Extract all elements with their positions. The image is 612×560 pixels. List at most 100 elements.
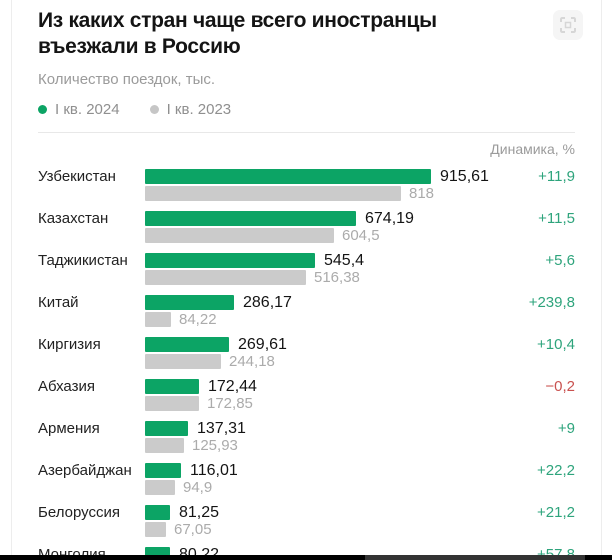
country-label: Таджикистан (38, 252, 128, 269)
bar-line-2023: 604,5 (145, 227, 575, 244)
country-label: Азербайджан (38, 462, 132, 479)
value-label-2023: 125,93 (192, 437, 238, 454)
value-label-2023: 94,9 (183, 479, 213, 496)
legend-item-2024: I кв. 2024 (38, 101, 120, 118)
value-label-2024: 286,17 (243, 293, 292, 311)
bar-group: 545,4 516,38 (145, 251, 575, 295)
chart-row: Азербайджан 116,01 94,9 +22,2 (38, 461, 575, 505)
country-label: Узбекистан (38, 168, 116, 185)
value-label-2023: 172,85 (207, 395, 253, 412)
divider (38, 132, 575, 133)
value-label-2023: 244,18 (229, 353, 275, 370)
chart-row: Абхазия 172,44 172,85 −0,2 (38, 377, 575, 421)
chart-row: Казахстан 674,19 604,5 +11,5 (38, 210, 575, 253)
header: Из каких стран чаще всего иностранцы въе… (38, 8, 583, 60)
bar-2024 (145, 169, 431, 184)
bar-line-2024: 286,17 (145, 293, 575, 311)
left-card-border (11, 0, 12, 560)
chart-row: Армения 137,31 125,93 +9 (38, 419, 575, 463)
dynamics-value: +9 (557, 420, 575, 437)
bar-2023 (145, 354, 221, 369)
value-label-2023: 818 (409, 185, 435, 202)
bar-chart: Узбекистан 915,61 818 +11,9 Казахстан 67… (38, 167, 575, 560)
bar-group: 81,25 67,05 (145, 503, 575, 547)
value-label-2024: 116,01 (190, 461, 238, 479)
bar-group: 172,44 172,85 (145, 377, 575, 421)
bar-line-2024: 674,19 (145, 210, 575, 227)
legend-label-2023: I кв. 2023 (166, 101, 232, 118)
fullscreen-expand-button[interactable] (553, 10, 583, 40)
dynamics-value: +21,2 (537, 504, 575, 521)
bar-2023 (145, 312, 171, 327)
legend: I кв. 2024 I кв. 2023 (38, 101, 575, 118)
bar-2024 (145, 337, 229, 352)
bar-line-2023: 516,38 (145, 269, 575, 286)
bar-line-2024: 116,01 (145, 461, 575, 479)
chart-row: Киргизия 269,61 244,18 +10,4 (38, 336, 575, 379)
bar-line-2023: 94,9 (145, 479, 575, 496)
bar-line-2024: 137,31 (145, 419, 575, 437)
bar-line-2024: 915,61 (145, 167, 575, 185)
bar-group: 137,31 125,93 (145, 419, 575, 463)
bar-2023 (145, 270, 306, 285)
dynamics-value: +11,5 (538, 210, 575, 227)
bar-2023 (145, 522, 166, 537)
dynamics-value: −0,2 (545, 378, 575, 395)
bar-2023 (145, 396, 199, 411)
bar-line-2024: 172,44 (145, 377, 575, 395)
bar-line-2023: 818 (145, 185, 575, 202)
legend-dot-2023-icon (149, 105, 159, 114)
value-label-2023: 604,5 (342, 227, 380, 244)
value-label-2024: 545,4 (324, 251, 365, 269)
dynamics-value: +5,6 (545, 252, 575, 269)
chart-row: Таджикистан 545,4 516,38 +5,6 (38, 251, 575, 295)
bar-line-2024: 81,25 (145, 503, 575, 521)
value-label-2024: 915,61 (440, 167, 489, 185)
value-label-2024: 81,25 (179, 503, 220, 521)
bar-group: 116,01 94,9 (145, 461, 575, 505)
legend-label-2024: I кв. 2024 (55, 101, 120, 118)
chart-row: Белоруссия 81,25 67,05 +21,2 (38, 503, 575, 547)
bar-2023 (145, 480, 175, 495)
bar-line-2024: 545,4 (145, 251, 575, 269)
bar-line-2024: 269,61 (145, 336, 575, 353)
bar-group: 915,61 818 (145, 167, 575, 211)
country-label: Китай (38, 294, 79, 311)
bar-line-2023: 244,18 (145, 353, 575, 370)
bottom-cutoff-bar (0, 555, 612, 560)
chart-row: Узбекистан 915,61 818 +11,9 (38, 167, 575, 211)
dynamics-value: +10,4 (537, 336, 575, 353)
legend-dot-2024-icon (38, 105, 47, 114)
page-title: Из каких стран чаще всего иностранцы въе… (38, 8, 437, 60)
bottom-cutoff-bar-segment (365, 555, 585, 560)
legend-item-2023: I кв. 2023 (149, 101, 232, 118)
country-label: Абхазия (38, 378, 95, 395)
bar-group: 286,17 84,22 (145, 293, 575, 337)
fullscreen-expand-icon (560, 17, 576, 33)
value-label-2023: 516,38 (314, 269, 360, 286)
value-label-2024: 137,31 (197, 419, 246, 437)
country-label: Казахстан (38, 210, 109, 227)
value-label-2024: 172,44 (208, 377, 257, 395)
bar-line-2023: 125,93 (145, 437, 575, 454)
title-line-2: въезжали в Россию (38, 35, 241, 58)
right-card-border (601, 0, 602, 560)
chart-row: Китай 286,17 84,22 +239,8 (38, 293, 575, 337)
title-line-1: Из каких стран чаще всего иностранцы (38, 9, 437, 32)
bar-2024 (145, 379, 199, 394)
bar-2024 (145, 295, 234, 310)
dynamics-value: +11,9 (538, 168, 575, 185)
value-label-2023: 84,22 (179, 311, 217, 328)
chart-subtitle: Количество поездок, тыс. (38, 71, 216, 88)
dynamics-column-header: Динамика, % (490, 141, 575, 157)
bar-2024 (145, 421, 188, 436)
bar-2023 (145, 438, 184, 453)
country-label: Киргизия (38, 336, 101, 353)
bar-group: 269,61 244,18 (145, 336, 575, 379)
bar-2024 (145, 253, 315, 268)
dynamics-value: +239,8 (528, 294, 575, 311)
bar-group: 674,19 604,5 (145, 210, 575, 253)
country-label: Армения (38, 420, 100, 437)
bar-line-2023: 84,22 (145, 311, 575, 328)
